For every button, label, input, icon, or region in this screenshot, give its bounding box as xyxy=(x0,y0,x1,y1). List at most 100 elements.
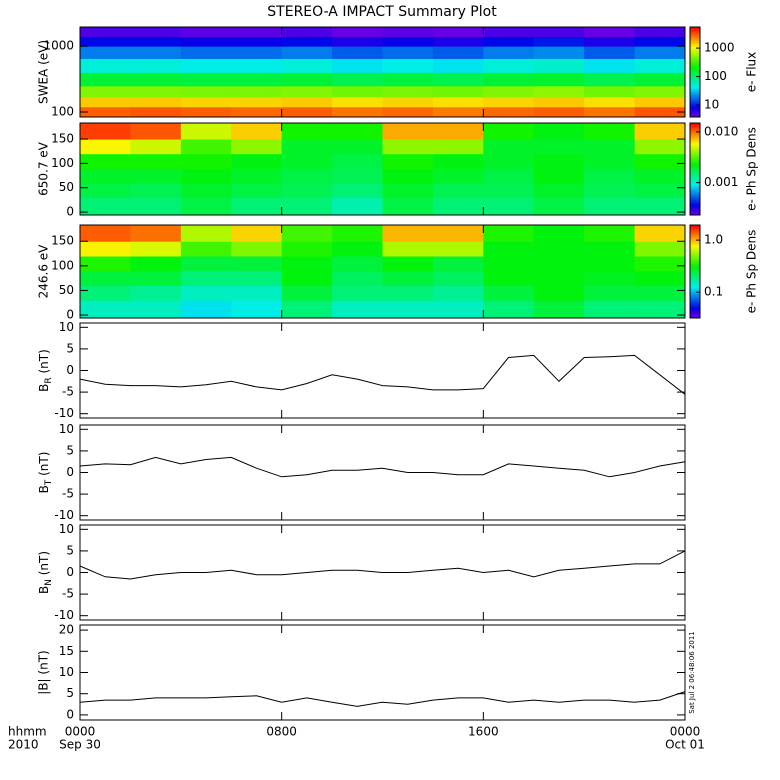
colorbar-step xyxy=(690,159,700,162)
heatmap-cell xyxy=(180,46,232,59)
colorbar-step xyxy=(690,87,700,89)
heatmap-cell xyxy=(432,225,484,242)
colorbar-step xyxy=(690,181,700,184)
colorbar-step xyxy=(690,146,700,149)
heatmap-cell xyxy=(533,36,585,47)
y-tick-label: 0 xyxy=(66,707,74,721)
heatmap-cell xyxy=(432,241,484,257)
y-tick-label: 50 xyxy=(59,283,74,297)
y-label-sub: T xyxy=(44,479,54,486)
colorbar-step xyxy=(690,111,700,113)
y-axis-label: |B| (nT) xyxy=(37,650,51,694)
y-tick-label: 0 xyxy=(66,465,74,479)
colorbar-step xyxy=(690,105,700,107)
heatmap-cell xyxy=(80,96,131,108)
heatmap-cell xyxy=(584,139,636,155)
colorbar-step xyxy=(690,42,700,44)
colorbar-step xyxy=(690,147,700,150)
y-label-unit: (nT) xyxy=(37,349,51,377)
heatmap-cell xyxy=(180,285,232,301)
heatmap-cell xyxy=(483,36,535,47)
heatmap-cell xyxy=(281,123,333,140)
heatmap-cell xyxy=(432,123,484,140)
heatmap-cell xyxy=(130,241,182,257)
colorbar-step xyxy=(690,260,700,263)
heatmap-cell xyxy=(180,123,232,140)
y-tick-label: 0 xyxy=(66,205,74,219)
heatmap-cell xyxy=(483,139,535,155)
heatmap-cell xyxy=(634,153,686,169)
heatmap-cell xyxy=(231,300,283,319)
heatmap-cell xyxy=(332,46,383,59)
colorbar-step xyxy=(690,257,700,260)
heatmap-cell xyxy=(584,153,636,169)
heatmap-cell xyxy=(432,139,484,155)
heatmap-cell xyxy=(382,225,434,242)
heatmap-cell xyxy=(533,241,585,257)
heatmap-cell xyxy=(281,270,333,287)
heatmap-cell xyxy=(180,270,232,287)
colorbar-step xyxy=(690,135,700,138)
heatmap-cell xyxy=(382,168,434,184)
heatmap-cell xyxy=(634,58,686,73)
heatmap-cell xyxy=(634,106,686,118)
heatmap-cell xyxy=(634,46,686,59)
colorbar-step xyxy=(690,182,700,185)
colorbar-step xyxy=(690,126,700,129)
heatmap-cell xyxy=(332,106,383,118)
colorbar-step xyxy=(690,231,700,234)
y-label-base: B xyxy=(37,384,51,392)
colorbar-frame xyxy=(689,122,701,216)
heatmap-cell xyxy=(584,72,636,87)
colorbar-step xyxy=(690,31,700,34)
heatmap-cell xyxy=(483,123,535,140)
colorbar-step xyxy=(690,178,700,181)
colorbar-step xyxy=(690,283,700,286)
colorbar-step xyxy=(690,78,700,80)
colorbar-step xyxy=(690,279,700,282)
heatmap-cell xyxy=(231,85,283,98)
colorbar-step xyxy=(690,302,700,305)
heatmap-cell xyxy=(281,225,333,242)
heatmap-cell xyxy=(483,300,535,319)
colorbar-step xyxy=(690,48,700,50)
colorbar-step xyxy=(690,291,700,294)
colorbar-step xyxy=(690,142,700,145)
heatmap-cell xyxy=(80,285,131,301)
heatmap-cell xyxy=(130,197,182,216)
heatmap-cell xyxy=(332,139,383,155)
colorbar-tick-label: 1.0 xyxy=(704,233,723,247)
colorbar-step xyxy=(690,102,700,104)
colorbar-step xyxy=(690,28,700,31)
heatmap-cell xyxy=(533,27,585,37)
colorbar-step xyxy=(690,64,700,67)
plot-title: STEREO-A IMPACT Summary Plot xyxy=(267,4,497,20)
heatmap-cell xyxy=(231,256,283,272)
y-tick-label: -5 xyxy=(62,587,74,601)
panel-frame xyxy=(79,224,686,319)
colorbar-step xyxy=(690,150,700,153)
heatmap-cell xyxy=(382,285,434,301)
colorbar-step xyxy=(690,127,700,130)
colorbar-step xyxy=(690,93,700,95)
colorbar-label: e- Flux xyxy=(745,52,759,92)
colorbar-step xyxy=(690,294,700,297)
y-tick-label: 100 xyxy=(51,105,74,119)
heatmap-cell xyxy=(332,58,383,73)
panel-frame xyxy=(79,322,686,419)
heatmap-cell xyxy=(231,36,283,47)
colorbar-step xyxy=(690,299,700,302)
colorbar-tick-label: 0.1 xyxy=(704,285,723,299)
heatmap-cell xyxy=(533,46,585,59)
colorbar-step xyxy=(690,296,700,299)
heatmap-cell xyxy=(332,36,383,47)
heatmap-cell xyxy=(584,123,636,140)
heatmap-cell xyxy=(382,123,434,140)
heatmap-cell xyxy=(584,256,636,272)
heatmap-cell xyxy=(180,106,232,118)
heatmap-cell xyxy=(80,168,131,184)
colorbar-step xyxy=(690,124,700,127)
colorbar-step xyxy=(690,156,700,159)
colorbar-step xyxy=(690,52,700,55)
colorbar-step xyxy=(690,235,700,238)
